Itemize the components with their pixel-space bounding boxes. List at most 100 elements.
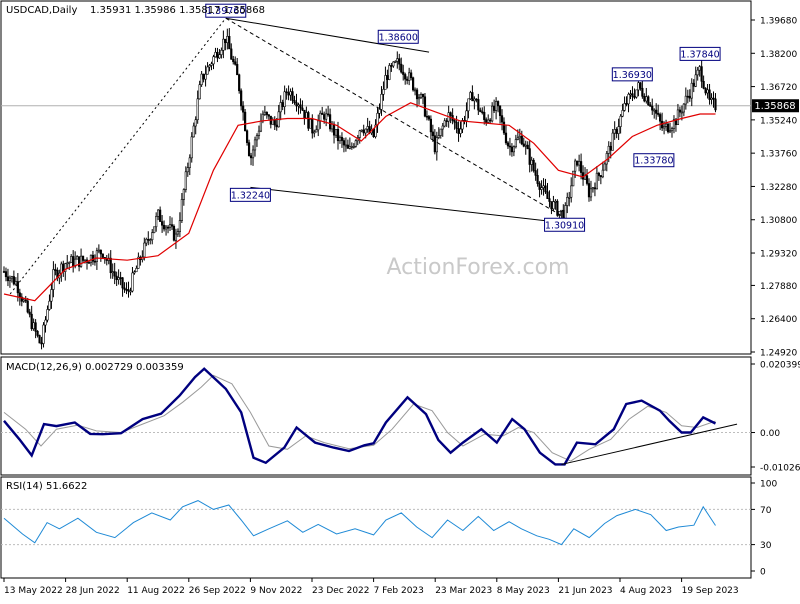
candle-body xyxy=(615,129,618,134)
candle-body xyxy=(234,61,237,65)
candle-body xyxy=(313,131,316,134)
candle-body xyxy=(686,95,689,98)
candle-body xyxy=(170,224,174,227)
candle-body xyxy=(445,120,448,123)
candle-body xyxy=(10,276,14,279)
candle-body xyxy=(568,196,571,199)
candle-body xyxy=(18,292,21,298)
macd-line xyxy=(3,367,717,466)
candle-body xyxy=(109,257,112,274)
candle-body xyxy=(149,239,152,242)
candle-body xyxy=(6,276,10,282)
candle-body xyxy=(283,91,286,107)
candle-body xyxy=(328,114,332,130)
candle-body xyxy=(550,201,553,210)
candle-body xyxy=(216,51,219,59)
candle-body xyxy=(121,277,124,289)
candle-body xyxy=(372,128,375,138)
candle-body xyxy=(706,89,709,94)
candle-body xyxy=(4,271,8,278)
candle-body xyxy=(293,100,296,103)
ohlc-header: 1.35931 1.35986 1.35817 1.35868 xyxy=(90,5,265,16)
candle-body xyxy=(597,172,600,176)
candle-body xyxy=(76,256,79,260)
candle-body xyxy=(388,65,391,80)
candle-body xyxy=(111,271,114,274)
candle-body xyxy=(301,107,304,111)
macd-panel xyxy=(0,356,752,476)
candle-body xyxy=(390,65,393,67)
candle-body xyxy=(589,188,593,198)
candle-body xyxy=(309,119,312,129)
candle-body xyxy=(455,121,458,129)
rsi-title: RSI(14) 51.6622 xyxy=(6,481,87,492)
candle-body xyxy=(479,109,482,113)
candle-body xyxy=(180,199,183,221)
current-price-label: 1.35868 xyxy=(754,101,795,112)
candle-body xyxy=(526,144,529,149)
candle-body xyxy=(186,167,189,173)
annotation-label: 1.30910 xyxy=(545,220,584,231)
rsi-ytick-label: 0 xyxy=(760,568,766,578)
candle-body xyxy=(449,112,452,116)
candle-body xyxy=(315,129,318,133)
candle-body xyxy=(255,135,259,141)
candle-body xyxy=(702,80,705,89)
candle-body xyxy=(79,255,83,267)
candle-body xyxy=(534,170,537,176)
trendline-dashed xyxy=(225,17,565,218)
candle-body xyxy=(38,335,41,344)
candle-body xyxy=(429,118,432,133)
candle-body xyxy=(259,120,263,132)
candle-body xyxy=(489,119,492,122)
candle-body xyxy=(50,289,53,302)
candle-body xyxy=(544,185,547,193)
macd-ytick-label: 0.00 xyxy=(760,429,780,439)
candle-body xyxy=(530,159,533,165)
candle-body xyxy=(647,96,650,106)
candle-body xyxy=(265,111,268,116)
candle-body xyxy=(380,93,383,110)
candle-body xyxy=(242,105,245,113)
price-panel xyxy=(0,0,752,355)
candle-body xyxy=(176,231,180,235)
price-ytick-label: 1.26400 xyxy=(760,315,797,325)
candle-body xyxy=(392,61,395,67)
candle-body xyxy=(587,183,591,198)
annotation-label: 1.32240 xyxy=(231,190,270,201)
candle-body xyxy=(516,137,519,140)
candle-body xyxy=(601,169,604,178)
candle-body xyxy=(714,98,717,111)
candle-body xyxy=(261,113,264,122)
candle-body xyxy=(72,256,75,267)
candle-body xyxy=(275,124,278,128)
candle-body xyxy=(48,300,51,310)
candle-body xyxy=(408,72,411,81)
candle-body xyxy=(321,112,324,115)
rsi-ytick-label: 70 xyxy=(760,506,772,516)
candle-body xyxy=(66,262,69,265)
candle-body xyxy=(273,119,276,126)
candle-body xyxy=(599,175,602,178)
candle-body xyxy=(123,287,126,290)
candle-body xyxy=(232,58,235,63)
candle-body xyxy=(427,116,431,120)
candle-body xyxy=(52,269,55,290)
candle-body xyxy=(404,74,407,80)
candle-body xyxy=(12,276,15,285)
price-ytick-label: 1.29320 xyxy=(760,250,797,260)
candle-body xyxy=(184,171,187,190)
candle-body xyxy=(172,225,176,241)
candle-body xyxy=(89,254,93,264)
candle-body xyxy=(28,311,31,315)
candle-body xyxy=(249,155,253,159)
candle-body xyxy=(672,119,676,129)
candle-body xyxy=(2,271,6,273)
candle-body xyxy=(504,132,508,144)
annotation-label: 1.33780 xyxy=(634,156,673,167)
candle-body xyxy=(708,89,711,100)
candle-body xyxy=(609,145,612,151)
candle-body xyxy=(394,61,397,63)
candle-body xyxy=(244,111,247,132)
candle-body xyxy=(664,123,668,127)
